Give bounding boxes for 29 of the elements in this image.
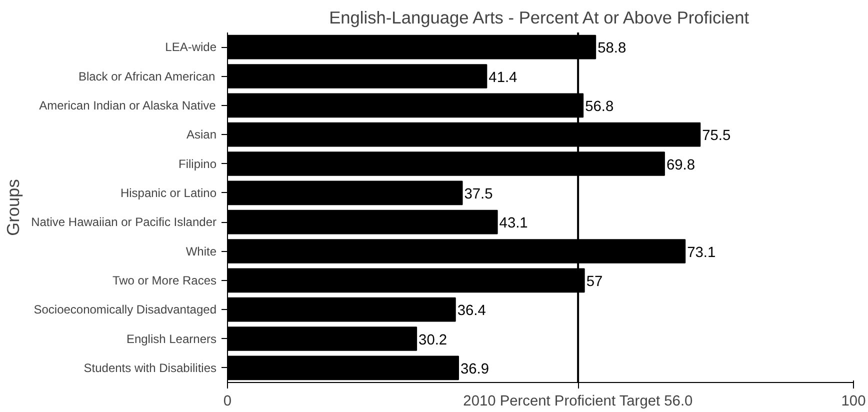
y-tick-label: Socioeconomically Disadvantaged bbox=[34, 302, 217, 317]
chart-title: English-Language Arts - Percent At or Above Proficient bbox=[329, 8, 750, 28]
y-axis-title: Groups bbox=[3, 178, 24, 236]
data-label: 58.8 bbox=[598, 40, 626, 57]
data-label: 57 bbox=[586, 274, 603, 290]
data-label: 43.1 bbox=[499, 216, 528, 232]
y-tick-label: Native Hawaiian or Pacific Islander bbox=[31, 215, 217, 230]
data-label: 30.2 bbox=[418, 332, 448, 348]
data-label: 36.9 bbox=[460, 361, 490, 378]
y-tick-label: Filipino bbox=[178, 156, 217, 171]
ref-line-label: 2010 Percent Proficient Target 56.0 bbox=[463, 394, 693, 410]
y-tick-label: LEA-wide bbox=[165, 40, 217, 54]
y-tick-label: Students with Disabilities bbox=[84, 360, 217, 375]
data-label: 73.1 bbox=[687, 244, 716, 261]
x-tick-label: 0 bbox=[223, 394, 232, 410]
y-tick-label: American Indian or Alaska Native bbox=[39, 98, 216, 112]
y-tick-label: English Learners bbox=[126, 332, 217, 346]
y-tick-label: Hispanic or Latino bbox=[120, 186, 217, 200]
data-label: 69.8 bbox=[666, 157, 695, 174]
data-label: 36.4 bbox=[457, 303, 486, 320]
data-label: 56.8 bbox=[585, 98, 614, 115]
data-label: 75.5 bbox=[702, 128, 731, 144]
data-label: 41.4 bbox=[488, 70, 518, 86]
data-label: 37.5 bbox=[464, 186, 493, 202]
y-tick-label: White bbox=[186, 244, 217, 258]
y-tick-label: Black or African American bbox=[78, 69, 216, 84]
y-tick-label: Asian bbox=[186, 128, 217, 142]
x-tick-label: 100 bbox=[841, 394, 866, 410]
y-tick-label: Two or More Races bbox=[112, 273, 217, 288]
